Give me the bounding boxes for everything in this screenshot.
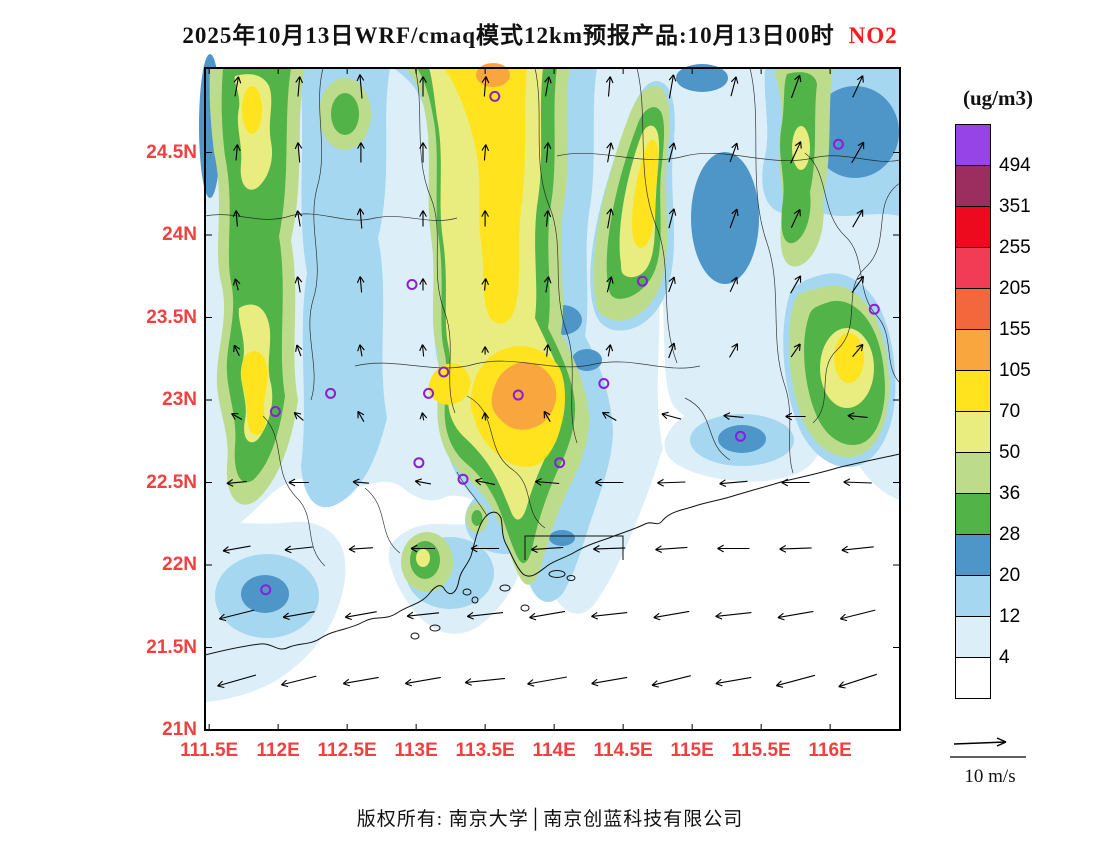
lat-tick-label: 23.5N [146, 306, 197, 328]
station-markers [260, 90, 880, 596]
lat-tick-label: 21N [162, 719, 197, 740]
pollutant-label: NO2 [848, 23, 898, 48]
lat-tick-label: 21.5N [146, 636, 197, 658]
colorbar-units-label: (ug/m3) [963, 86, 1033, 110]
lon-tick-label: 111.5E [180, 740, 239, 761]
lat-tick-label: 22.5N [146, 471, 197, 493]
colorbar-cell [955, 452, 991, 494]
forecast-map [199, 54, 901, 731]
colorbar-level-label: 70 [999, 401, 1021, 422]
colorbar-level-label: 351 [999, 196, 1031, 217]
wind-arrows [217, 74, 877, 689]
colorbar-cell [955, 288, 991, 330]
station-marker [423, 387, 435, 399]
colorbar-cell [955, 206, 991, 248]
colorbar-cell [955, 247, 991, 289]
lat-tick-label: 24.5N [146, 141, 197, 163]
colorbar-level-label: 28 [999, 524, 1021, 545]
station-marker [489, 90, 501, 102]
station-marker [598, 378, 610, 389]
lat-tick-label: 24N [162, 224, 197, 245]
lon-tick-label: 115.5E [731, 740, 791, 761]
forecast-title-text: 2025年10月13日WRF/cmaq模式12km预报产品:10月13日00时 [182, 23, 835, 48]
colorbar-level-label: 205 [999, 278, 1031, 299]
wind-reference-arrow-icon [950, 737, 1026, 758]
colorbar-level-label: 50 [999, 442, 1021, 463]
colorbar-cell [955, 657, 991, 699]
station-marker [457, 473, 469, 485]
lon-tick-label: 116E [808, 740, 852, 761]
colorbar-level-label: 494 [999, 155, 1031, 176]
colorbar: 494 351 255 205 155 105 70 50 36 28 20 12 4 [955, 124, 1031, 699]
station-marker [269, 406, 281, 418]
station-marker [438, 366, 450, 378]
colorbar-level-label: 20 [999, 565, 1021, 586]
lon-tick-label: 115E [670, 740, 714, 761]
lat-tick-label: 23N [162, 389, 197, 410]
colorbar-cell [955, 616, 991, 658]
colorbar-cell [955, 370, 991, 412]
station-marker [325, 387, 337, 399]
lon-tick-label: 112E [256, 740, 300, 761]
no2-contour-fill [199, 54, 900, 702]
colorbar-cell [955, 165, 991, 207]
colorbar-level-label: 105 [999, 360, 1031, 381]
map-frame [204, 67, 901, 731]
station-marker [832, 138, 844, 150]
copyright-text: 版权所有: 南京大学│南京创蓝科技有限公司 [356, 809, 744, 830]
colorbar-level-label: 36 [999, 483, 1021, 504]
lon-tick-label: 113.5E [455, 740, 515, 761]
lat-tick-label: 22N [162, 554, 197, 575]
colorbar-cell [955, 124, 991, 166]
colorbar-level-label: 155 [999, 319, 1031, 340]
station-marker [406, 279, 418, 290]
colorbar-level-label: 4 [999, 647, 1010, 668]
colorbar-cell [955, 411, 991, 453]
colorbar-cell [955, 329, 991, 371]
page-title: 2025年10月13日WRF/cmaq模式12km预报产品:10月13日00时 N… [0, 16, 1080, 50]
station-marker [512, 389, 524, 401]
station-marker [260, 584, 272, 596]
wind-reference-label: 10 m/s [964, 766, 1016, 787]
admin-boundaries [204, 67, 901, 567]
wind-reference [948, 732, 1032, 769]
station-marker [413, 457, 425, 469]
station-marker [636, 275, 648, 287]
forecast-map-panel [199, 54, 901, 731]
colorbar-cell [955, 534, 991, 576]
lon-tick-label: 113E [394, 740, 438, 761]
lon-tick-label: 114.5E [593, 740, 653, 761]
lon-tick-label: 112.5E [317, 740, 377, 761]
station-marker [554, 457, 566, 469]
station-marker [868, 303, 880, 315]
lon-tick-label: 114E [532, 740, 576, 761]
station-marker [734, 430, 746, 442]
colorbar-level-label: 255 [999, 237, 1031, 258]
colorbar-level-label: 12 [999, 606, 1021, 627]
colorbar-cell [955, 493, 991, 535]
colorbar-cell [955, 575, 991, 617]
